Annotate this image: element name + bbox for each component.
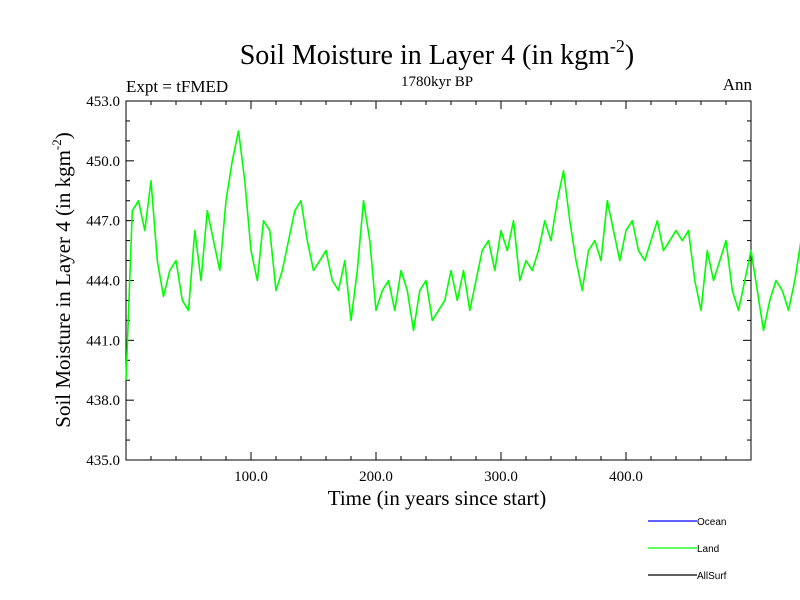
series-line-land bbox=[125, 130, 800, 381]
legend-label-land: Land bbox=[697, 544, 719, 555]
y-tick-label: 447.0 bbox=[86, 214, 120, 230]
x-tick-label: 200.0 bbox=[359, 469, 393, 485]
legend-label-allsurf: AllSurf bbox=[697, 571, 727, 582]
y-tick-label: 453.0 bbox=[86, 94, 120, 110]
x-axis-label: Time (in years since start) bbox=[328, 486, 547, 510]
subtitle-center: 1780kyr BP bbox=[401, 74, 473, 90]
data-lines bbox=[125, 130, 800, 381]
y-tick-label: 441.0 bbox=[86, 333, 120, 349]
x-tick-label: 300.0 bbox=[484, 469, 518, 485]
subtitle-left: Expt = tFMED bbox=[126, 77, 228, 96]
y-tick-label: 435.0 bbox=[86, 453, 120, 469]
x-tick-label: 100.0 bbox=[234, 469, 268, 485]
legend-label-ocean: Ocean bbox=[697, 517, 726, 528]
legend: Ocean Land AllSurf bbox=[648, 517, 727, 582]
y-axis-label: Soil Moisture in Layer 4 (in kgm-2) bbox=[49, 132, 75, 427]
x-tick-label: 400.0 bbox=[609, 469, 643, 485]
chart-title: Soil Moisture in Layer 4 (in kgm-2) bbox=[240, 36, 635, 71]
subtitle-right: Ann bbox=[723, 75, 753, 94]
y-tick-label: 438.0 bbox=[86, 393, 120, 409]
plot-frame bbox=[125, 100, 752, 461]
y-tick-label: 444.0 bbox=[86, 274, 120, 290]
y-tick-label: 450.0 bbox=[86, 154, 120, 170]
axis-ticks: 100.0 200.0 300.0 400.0 435.0 438.0 441.0 444.0… bbox=[86, 94, 751, 485]
